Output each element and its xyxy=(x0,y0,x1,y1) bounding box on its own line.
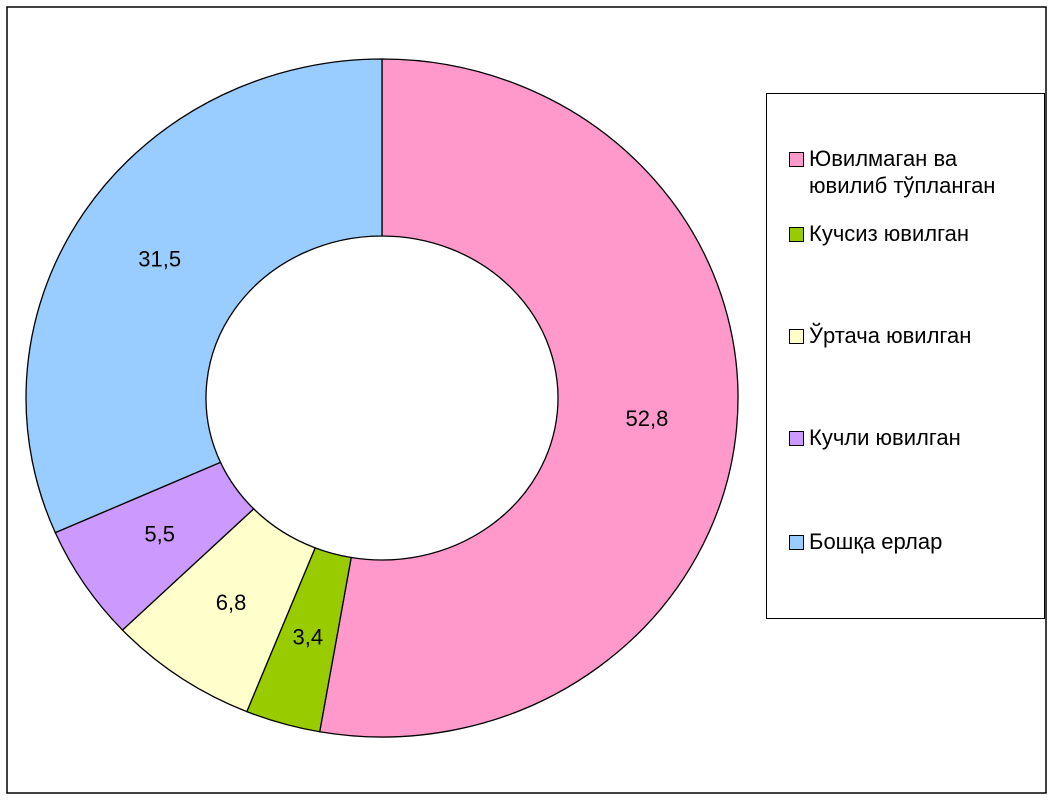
data-label: 6,8 xyxy=(216,590,247,615)
legend-entry: Кучли ювилган xyxy=(789,424,1019,451)
slice xyxy=(25,58,383,534)
legend-swatch xyxy=(789,535,804,550)
legend-swatch xyxy=(789,227,804,242)
legend: Ювилмаган ва ювилиб тўпланган Кучсиз ювил… xyxy=(766,93,1045,619)
data-label: 31,5 xyxy=(138,246,181,271)
legend-swatch xyxy=(789,329,804,344)
data-label: 52,8 xyxy=(626,406,669,431)
legend-label: Бошқа ерлар xyxy=(809,529,943,554)
data-label: 3,4 xyxy=(292,624,323,649)
legend-label: Ўртача ювилган xyxy=(809,323,972,348)
legend-label: Кучсиз ювилган xyxy=(809,221,970,246)
legend-entry: Бошқа ерлар xyxy=(789,528,1019,555)
legend-entry: Ювилмаган ва ювилиб тўпланган xyxy=(789,145,1019,199)
slice xyxy=(318,58,739,738)
legend-swatch xyxy=(789,152,804,167)
legend-swatch xyxy=(789,431,804,446)
legend-entry: Кучсиз ювилган xyxy=(789,220,1019,247)
legend-entry: Ўртача ювилган xyxy=(789,322,1019,349)
data-label: 5,5 xyxy=(144,521,175,546)
legend-label: Кучли ювилган xyxy=(809,425,961,450)
legend-label: Ювилмаган ва ювилиб тўпланган xyxy=(809,146,996,198)
